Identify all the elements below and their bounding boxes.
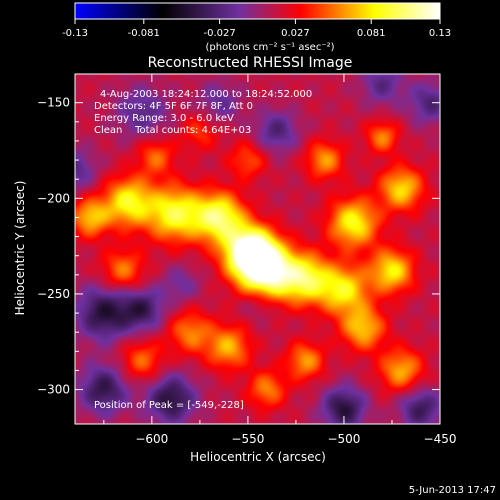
y-tick-label: −200 bbox=[37, 191, 70, 205]
x-tick-label: −550 bbox=[231, 432, 264, 446]
colorbar-unit-label: (photons cm⁻² s⁻¹ asec⁻²) bbox=[205, 42, 334, 53]
footer-date: 5-Jun-2013 17:47 bbox=[409, 485, 496, 496]
chart-title: Reconstructed RHESSI Image bbox=[148, 55, 353, 71]
colorbar-ticks: -0.13 -0.081 -0.027 0.027 0.081 0.13 bbox=[62, 19, 451, 39]
x-axis-label: Heliocentric X (arcsec) bbox=[190, 450, 326, 464]
colorbar: -0.13 -0.081 -0.027 0.027 0.081 0.13 (photons… bbox=[62, 2, 451, 53]
y-tick-label: −250 bbox=[37, 287, 70, 301]
heatmap-canvas bbox=[75, 74, 440, 424]
annotation-time: 4-Aug-2003 18:24:12.000 to 18:24:52.000 bbox=[100, 89, 312, 100]
colorbar-tick-label: -0.081 bbox=[128, 28, 160, 39]
y-axis-label: Heliocentric Y (arcsec) bbox=[13, 181, 27, 316]
colorbar-tick-label: 0.027 bbox=[281, 28, 310, 39]
x-tick-label: −500 bbox=[327, 432, 360, 446]
peak-position-label: Position of Peak = [-549,-228] bbox=[94, 400, 244, 411]
annotation-clean: Clean Total counts: 4.64E+03 bbox=[94, 125, 251, 136]
x-tick-label: −600 bbox=[135, 432, 168, 446]
colorbar-gradient bbox=[74, 2, 441, 20]
colorbar-tick-label: 0.081 bbox=[357, 28, 386, 39]
y-tick-label: −300 bbox=[37, 383, 70, 397]
y-tick-label: −150 bbox=[37, 96, 70, 110]
heatmap-image bbox=[74, 73, 441, 425]
colorbar-tick-label: -0.13 bbox=[62, 28, 88, 39]
annotation-energy: Energy Range: 3.0 - 6.0 keV bbox=[94, 113, 234, 124]
plot-frame bbox=[74, 73, 441, 425]
colorbar-tick-label: -0.027 bbox=[203, 28, 235, 39]
annotations: 4-Aug-2003 18:24:12.000 to 18:24:52.000 … bbox=[94, 89, 312, 411]
annotation-detectors: Detectors: 4F 5F 6F 7F 8F, Att 0 bbox=[94, 101, 253, 112]
axis-ticks: −600 −550 −500 −450 −300 −250 −200 −150 bbox=[37, 74, 456, 446]
x-tick-label: −450 bbox=[424, 432, 457, 446]
colorbar-tick-label: 0.13 bbox=[429, 28, 451, 39]
